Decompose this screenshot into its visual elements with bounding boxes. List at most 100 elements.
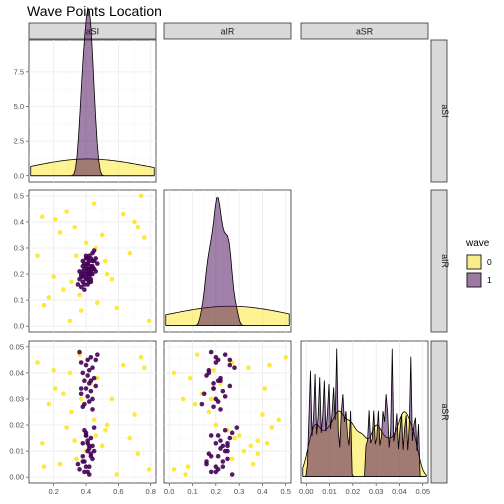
x-tick-label-aSI: 0.8 [146,487,156,496]
y-tick-label-density: 2.5 [14,137,24,146]
x-tick-label-aSR: 0.03 [369,487,384,496]
point-wave-1 [95,352,100,357]
point-wave-1 [77,269,82,274]
point-wave-1 [204,461,209,467]
point-wave-1 [208,433,214,438]
point-wave-1 [222,394,228,399]
point-wave-0 [72,224,77,230]
point-wave-0 [91,417,97,423]
x-tick-label-aIR: 0.4 [257,487,267,496]
point-wave-1 [199,401,205,407]
point-wave-0 [78,308,84,313]
point-wave-0 [232,435,237,441]
point-wave-0 [35,253,40,259]
point-wave-1 [85,266,90,272]
strip-label-aIR: aIR [440,254,450,268]
point-wave-1 [78,274,84,279]
point-wave-1 [83,433,89,438]
point-wave-1 [88,435,94,441]
y-tick-label-aSR: 0.04 [9,369,24,378]
point-wave-0 [46,295,52,300]
point-wave-1 [90,266,95,272]
legend: wave 0 1 [465,238,492,288]
y-tick-label-density: 7.5 [14,67,24,76]
point-wave-1 [204,373,209,378]
y-tick-label-density: 0.0 [14,171,24,180]
point-wave-0 [64,425,69,430]
panel-aSR-vs-aSI: 0.00 0.01 0.02 0.03 0.04 0.05 0.2 0.4 0.6 0.8 [9,340,157,496]
point-wave-1 [93,357,99,363]
point-wave-0 [91,201,97,206]
point-wave-0 [194,352,200,357]
point-wave-0 [57,461,63,467]
point-wave-1 [80,440,86,446]
point-wave-1 [85,357,90,363]
x-tick-label-aSI: 0.6 [113,487,123,496]
point-wave-1 [213,469,219,475]
x-tick-label-aSR: 0.04 [392,487,407,496]
legend-key-wave-1 [466,272,482,288]
point-wave-0 [95,375,100,381]
density-aSR-wave-1 [302,348,427,477]
point-wave-0 [264,440,270,446]
y-tick-label-aIR: 0.4 [14,218,24,227]
point-wave-0 [78,396,84,402]
point-wave-1 [220,464,226,470]
point-wave-0 [141,365,147,371]
point-wave-1 [88,388,94,394]
point-wave-0 [64,209,69,214]
point-wave-0 [40,214,45,220]
panel-aIR-vs-aSI: 0.0 0.1 0.2 0.3 0.4 0.5 [14,189,157,333]
point-wave-0 [146,467,152,472]
point-wave-1 [82,401,87,407]
point-wave-0 [120,211,126,217]
point-wave-0 [104,422,110,428]
point-wave-1 [93,383,99,389]
y-tick-label-aSR: 0.03 [9,395,24,404]
point-wave-1 [211,404,216,410]
point-wave-1 [86,472,92,477]
point-wave-0 [146,318,152,324]
point-wave-1 [88,378,94,384]
point-wave-0 [185,464,191,470]
point-wave-0 [61,287,66,292]
y-tick-label-aSR: 0.02 [9,421,24,430]
y-tick-label-aIR: 0.1 [14,296,24,305]
point-wave-1 [78,360,84,365]
point-wave-0 [262,386,268,391]
density-aSI-wave-1 [30,6,155,177]
point-wave-1 [222,448,228,454]
point-wave-0 [138,193,144,199]
point-wave-0 [127,435,133,441]
point-wave-0 [138,354,144,360]
point-wave-0 [276,417,282,423]
y-tick-label-aIR: 0.5 [14,191,24,200]
point-wave-1 [93,256,99,261]
point-wave-0 [211,368,216,373]
point-wave-1 [208,453,214,459]
point-wave-1 [220,459,226,464]
point-wave-0 [72,438,77,443]
point-wave-1 [80,258,86,264]
point-wave-1 [82,469,87,475]
point-wave-1 [85,373,90,378]
point-wave-0 [77,292,82,298]
density-aIR-wave-1 [165,197,290,326]
point-wave-0 [69,279,74,285]
point-wave-0 [61,391,66,397]
point-wave-1 [86,464,92,470]
strip-label-aSR: aSR [440,403,450,420]
point-wave-0 [141,235,147,240]
point-wave-0 [99,443,105,449]
y-tick-label-aSR: 0.00 [9,473,24,482]
point-wave-0 [260,412,265,417]
point-wave-0 [52,217,58,222]
point-wave-1 [213,440,219,446]
panel-aSR-vs-aSR: 0.00 0.01 0.02 0.03 0.04 0.05 [299,340,430,496]
chart-title: Wave Points Location [27,3,162,19]
point-wave-1 [213,396,219,402]
point-wave-1 [225,456,230,462]
point-wave-1 [77,467,82,472]
point-wave-1 [78,386,84,391]
